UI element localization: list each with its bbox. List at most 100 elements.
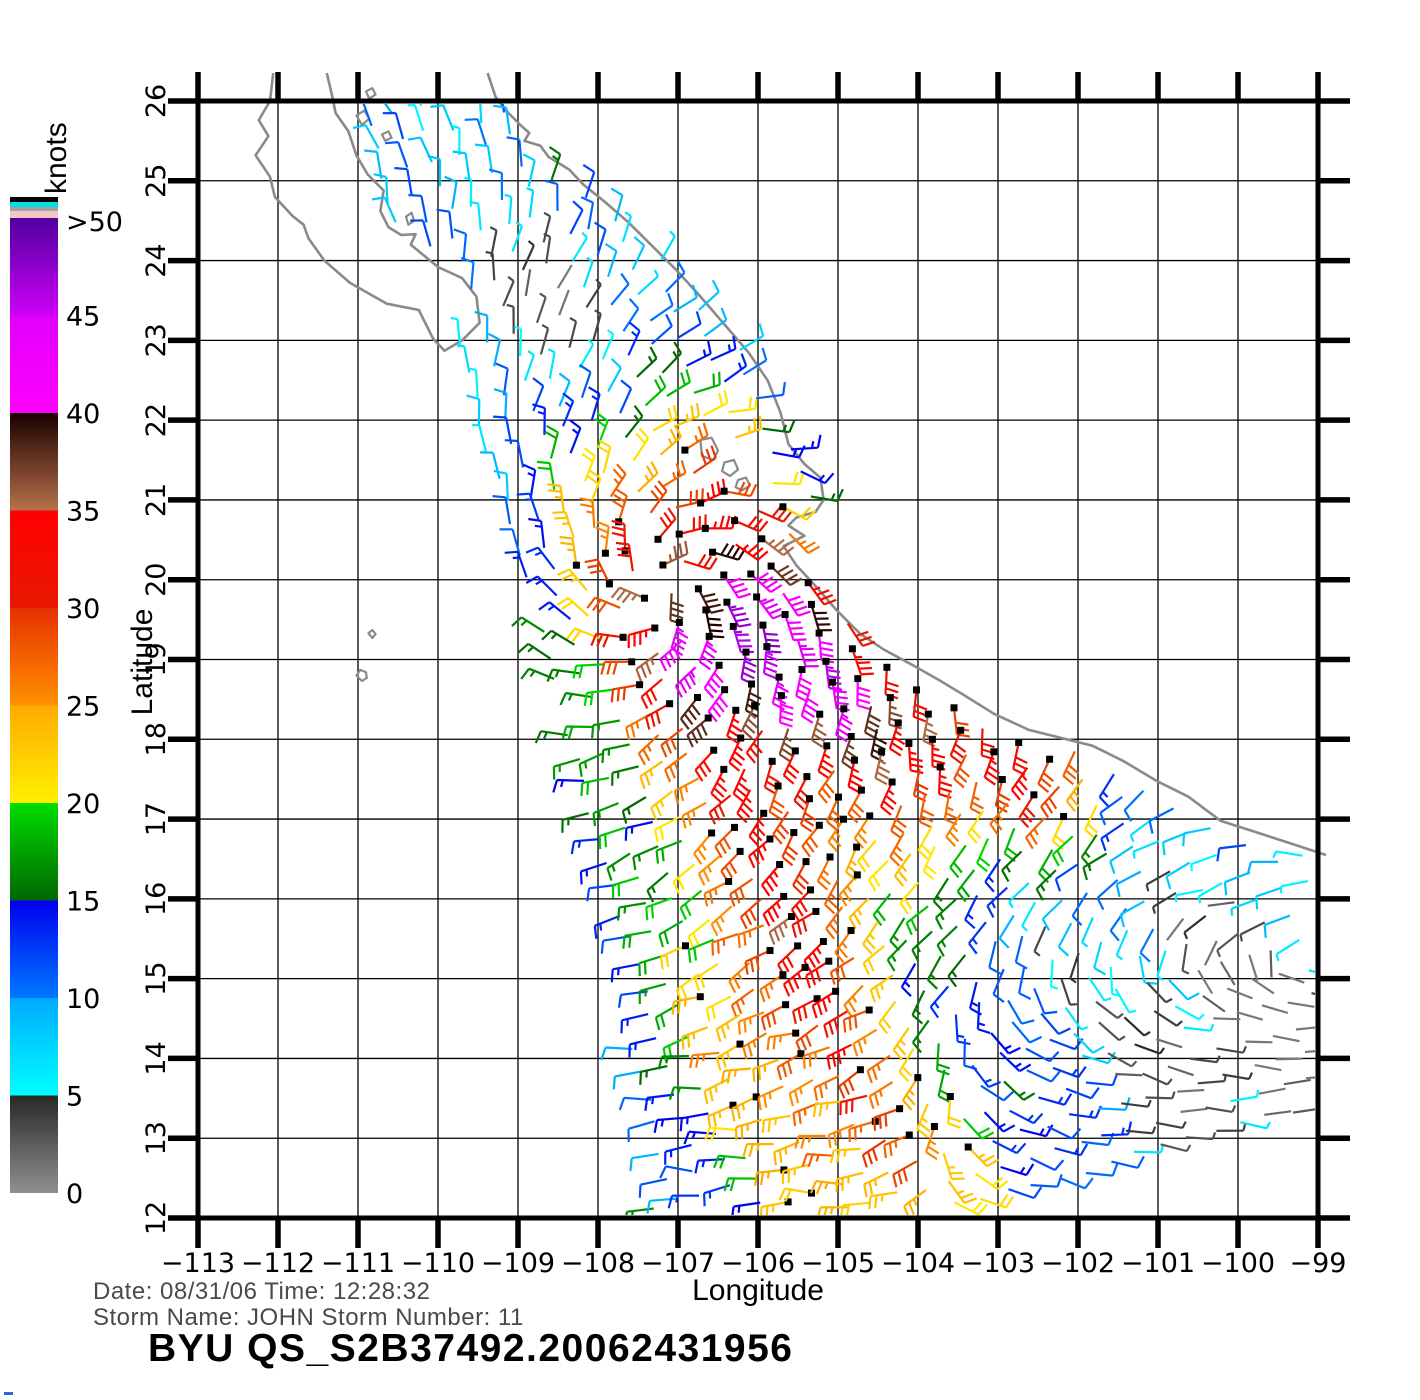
wind-barb	[601, 329, 615, 360]
wind-barb	[794, 1134, 826, 1149]
y-tick-label: 15	[141, 961, 172, 995]
rain-flag	[857, 786, 865, 794]
wind-barb	[705, 515, 737, 530]
wind-barb	[761, 537, 795, 556]
wind-barb	[620, 1013, 649, 1034]
rain-flag	[725, 878, 733, 885]
rain-flag	[878, 748, 886, 756]
wind-barb	[732, 768, 750, 803]
wind-barb	[905, 905, 929, 936]
rain-flag	[803, 773, 811, 781]
wind-barb	[1054, 863, 1079, 892]
wind-barb	[453, 228, 468, 261]
wind-barb	[807, 582, 837, 606]
wind-barb	[593, 914, 621, 939]
wind-barb	[947, 1096, 962, 1129]
wind-barb	[802, 1046, 831, 1069]
wind-barb	[1134, 1043, 1165, 1055]
x-tick-label: −104	[881, 1248, 955, 1279]
wind-barb	[606, 852, 631, 881]
wind-barb	[1174, 1005, 1205, 1021]
wind-barb	[637, 269, 659, 296]
wind-barb	[578, 338, 595, 369]
wind-barb	[578, 751, 605, 777]
rain-flag	[696, 993, 704, 1001]
wind-barb	[728, 962, 751, 994]
wind-barb	[825, 906, 844, 940]
x-tick-label: −110	[401, 1248, 475, 1279]
wind-barb	[711, 933, 739, 956]
wind-barb	[810, 488, 844, 503]
wind-barb	[638, 982, 667, 1005]
wind-barb	[980, 1084, 1015, 1102]
wind-barb	[523, 350, 535, 381]
wind-barb	[513, 325, 523, 356]
wind-barb	[502, 275, 515, 307]
wind-barb	[525, 575, 558, 597]
wind-barb	[1109, 966, 1120, 997]
wind-barb	[1030, 1174, 1063, 1188]
rain-flag	[998, 776, 1006, 783]
wind-barb	[557, 568, 588, 591]
wind-barb	[587, 469, 602, 504]
wind-barb	[625, 713, 651, 741]
wind-barb	[544, 424, 559, 459]
rain-flag	[815, 821, 823, 829]
wind-barb	[942, 1152, 965, 1181]
wind-barb	[916, 1103, 931, 1138]
wind-barb	[524, 269, 532, 297]
wind-barb	[754, 1168, 785, 1186]
wind-barb	[795, 1024, 819, 1055]
rain-flag	[572, 561, 580, 569]
rain-flag	[751, 702, 759, 710]
x-tick-label: −106	[721, 1248, 795, 1279]
wind-barb	[795, 669, 813, 703]
wind-barb	[1012, 742, 1028, 776]
wind-barb	[373, 173, 389, 205]
wind-barb	[729, 878, 754, 907]
wind-barb	[720, 1067, 751, 1084]
colorbar-stripe-flag-gray	[10, 207, 58, 211]
wind-barb	[504, 193, 513, 225]
wind-barb	[813, 1075, 840, 1101]
wind-barb	[674, 666, 697, 698]
colorbar-gradient	[10, 218, 58, 1193]
wind-barb	[1069, 952, 1080, 984]
wind-barb	[559, 535, 578, 566]
wind-barb	[823, 880, 839, 915]
wind-barb	[610, 963, 640, 983]
wind-barb	[627, 626, 656, 648]
x-axis-title: Longitude	[692, 1274, 824, 1307]
wind-barb	[1261, 1004, 1289, 1015]
wind-barb	[755, 596, 786, 620]
wind-barb	[1065, 1087, 1100, 1100]
rain-flag	[1030, 791, 1038, 799]
rain-flag	[914, 1074, 922, 1082]
coastline-island	[734, 476, 752, 492]
wind-barb	[762, 419, 796, 434]
wind-barb	[1080, 834, 1098, 868]
rain-flag	[853, 843, 861, 851]
wind-barb	[745, 730, 764, 764]
y-tick-label: 23	[141, 323, 172, 357]
rain-flag	[654, 535, 662, 543]
wind-barb	[947, 1180, 977, 1205]
wind-barb	[1142, 1072, 1173, 1086]
wind-barb	[624, 405, 644, 439]
wind-barb	[748, 812, 766, 847]
rain-flag	[666, 700, 674, 708]
coastline-island	[355, 668, 368, 683]
wind-barb	[472, 424, 487, 452]
wind-barb	[1240, 1121, 1271, 1130]
wind-barb	[580, 776, 610, 796]
wind-barb	[639, 1065, 668, 1085]
wind-barb	[737, 924, 765, 948]
wind-barb	[611, 519, 627, 551]
wind-barb	[1174, 889, 1204, 903]
wind-barb	[659, 944, 686, 970]
wind-barb	[918, 795, 935, 829]
tick-labels: −113 −112 −111 −110 −109 −108 −107 −106 −105 −104…	[141, 84, 1346, 1279]
wind-barb	[543, 232, 552, 264]
wind-barb	[883, 1133, 910, 1159]
wind-barb	[1115, 870, 1142, 898]
